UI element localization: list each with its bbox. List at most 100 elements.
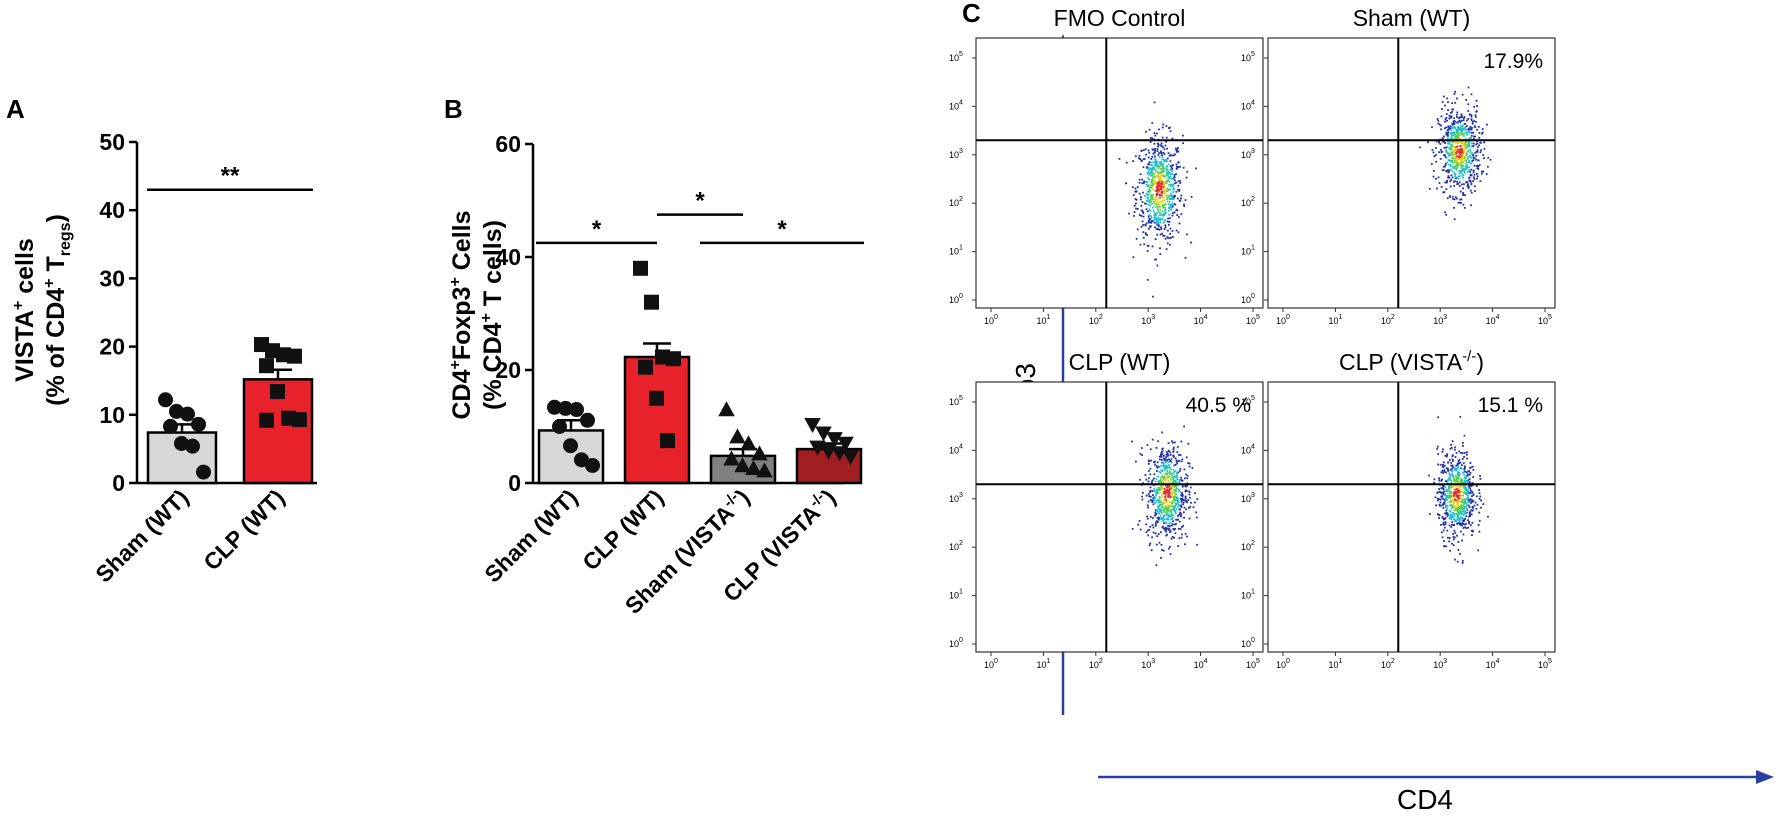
event-dot <box>1142 231 1145 234</box>
event-dot <box>1457 549 1460 551</box>
event-dot <box>1450 111 1452 114</box>
event-dot <box>1150 200 1153 203</box>
event-dot <box>1464 485 1467 487</box>
event-dot <box>1158 152 1161 154</box>
event-dot <box>1157 507 1160 509</box>
event-dot <box>1455 484 1458 487</box>
event-dot <box>1150 195 1152 197</box>
data-point <box>740 435 757 451</box>
event-dot <box>1154 213 1157 216</box>
event-dot <box>1463 143 1466 146</box>
event-dot <box>1456 155 1458 158</box>
event-dot <box>1448 536 1451 539</box>
event-dot <box>1455 141 1458 144</box>
data-point <box>185 438 200 454</box>
event-dot <box>1172 468 1175 471</box>
event-dot <box>1173 485 1176 488</box>
event-dot <box>1142 215 1145 218</box>
event-dot <box>1443 540 1445 542</box>
event-dot <box>1177 518 1179 521</box>
event-dot <box>1173 194 1176 197</box>
event-dot <box>1183 499 1185 501</box>
event-dot <box>1179 182 1182 184</box>
event-dot <box>1152 497 1155 499</box>
event-dot <box>1448 114 1451 117</box>
event-dot <box>1176 478 1179 481</box>
event-dot <box>1178 222 1181 225</box>
event-dot <box>1444 164 1447 166</box>
event-dot <box>1462 148 1465 151</box>
event-dot <box>1175 493 1178 496</box>
event-dot <box>1171 502 1174 505</box>
event-dot <box>1464 491 1467 494</box>
event-dot <box>1167 500 1169 503</box>
event-dot <box>1456 467 1459 470</box>
data-point <box>723 450 740 466</box>
event-dot <box>1159 221 1162 224</box>
event-dot <box>1451 159 1454 162</box>
event-dot <box>1177 188 1179 191</box>
event-dot <box>1186 535 1188 538</box>
event-dot <box>1469 510 1472 513</box>
event-dot <box>1463 434 1466 437</box>
event-dot <box>1154 532 1157 535</box>
event-dot <box>1176 502 1179 505</box>
event-dot <box>1465 168 1468 170</box>
significance-label: * <box>592 216 602 243</box>
event-dot <box>1460 119 1463 122</box>
event-dot <box>1443 545 1445 548</box>
event-dot <box>1156 516 1159 519</box>
y-tick-label: 105 <box>1241 395 1255 407</box>
event-dot <box>1160 152 1163 154</box>
event-dot <box>1456 150 1459 153</box>
event-dot <box>1182 524 1185 527</box>
event-dot <box>1156 264 1159 267</box>
event-dot <box>1461 499 1464 502</box>
event-dot <box>1155 193 1158 196</box>
event-dot <box>1164 468 1166 471</box>
event-dot <box>1440 128 1442 131</box>
x-tick-label: 102 <box>1381 658 1395 670</box>
event-dot <box>1166 168 1169 171</box>
event-dot <box>1178 481 1181 483</box>
event-dot <box>1437 176 1440 179</box>
event-dot <box>1461 93 1464 96</box>
event-dot <box>1152 182 1154 185</box>
event-dot <box>1149 161 1152 164</box>
cd4-axis-label: CD4 <box>1397 784 1453 815</box>
event-dot <box>1144 202 1147 205</box>
event-dot <box>1451 140 1454 143</box>
event-dot <box>1471 121 1474 123</box>
event-dot <box>1470 509 1473 512</box>
event-dot <box>1161 154 1163 157</box>
event-dot <box>1148 495 1151 498</box>
event-dot <box>1172 464 1175 467</box>
event-dot <box>1155 509 1158 512</box>
event-dot <box>1185 508 1188 511</box>
event-dot <box>1448 147 1451 150</box>
event-dot <box>1179 467 1182 470</box>
event-dot <box>1164 208 1167 211</box>
event-dot <box>1147 176 1150 179</box>
event-dot <box>1154 524 1157 527</box>
event-dot <box>1457 460 1460 462</box>
event-dot <box>1470 183 1473 185</box>
event-dot <box>1469 462 1472 464</box>
event-dot <box>1449 164 1452 166</box>
event-dot <box>1166 470 1169 473</box>
event-dot <box>1449 127 1451 130</box>
event-dot <box>1455 116 1458 118</box>
y-tick-label: 20 <box>99 334 125 360</box>
event-dot <box>1158 128 1160 131</box>
event-dot <box>1148 218 1151 221</box>
event-dot <box>1154 460 1156 463</box>
event-dot <box>1152 201 1155 203</box>
event-dot <box>1152 179 1155 182</box>
event-dot <box>1453 513 1456 515</box>
event-dot <box>1459 155 1462 158</box>
event-dot <box>1435 140 1438 143</box>
event-dot <box>1146 197 1149 200</box>
event-dot <box>1461 127 1463 130</box>
event-dot <box>1172 446 1175 449</box>
event-dot <box>1468 169 1471 171</box>
